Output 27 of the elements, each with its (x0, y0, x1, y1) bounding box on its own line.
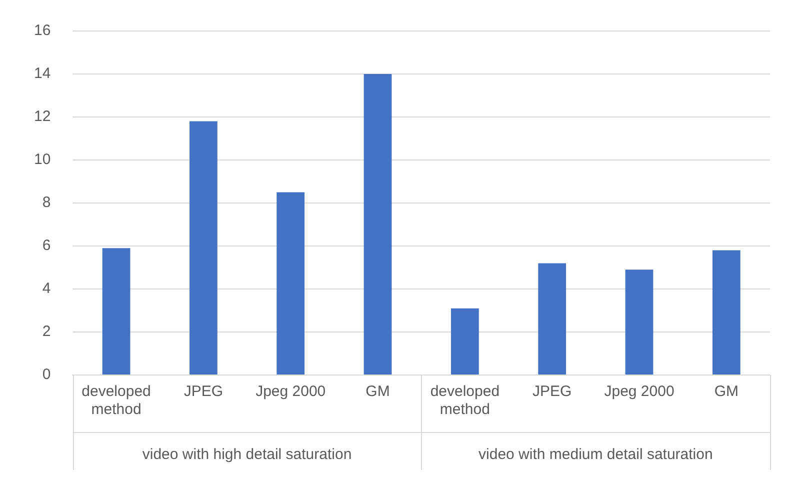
y-tick-label: 2 (42, 323, 51, 340)
y-tick-label: 0 (42, 366, 51, 384)
x-tick-label: Jpeg 2000 (604, 383, 674, 400)
bar (538, 263, 566, 374)
x-tick-label: GM (714, 383, 739, 400)
x-tick-label: developed method (82, 383, 151, 418)
x-tick-label: GM (366, 383, 390, 400)
bar (450, 308, 479, 374)
bar (364, 74, 392, 374)
x-tick-label: developed method (430, 383, 500, 418)
y-tick-label: 10 (34, 151, 51, 168)
y-tick-label: 16 (34, 22, 51, 40)
y-tick-label: 6 (42, 237, 51, 254)
bar (625, 270, 654, 374)
bar (276, 192, 305, 374)
y-tick-label: 12 (34, 108, 51, 126)
y-tick-label: 14 (34, 65, 51, 82)
y-tick-label: 8 (42, 194, 51, 212)
x-tick-label: Jpeg 2000 (256, 383, 326, 400)
text: video with high detail saturation (142, 446, 352, 464)
y-tick-label: 4 (42, 280, 51, 298)
bar (189, 121, 218, 374)
x-tick-label: JPEG (532, 383, 572, 400)
x-tick-label: JPEG (184, 383, 224, 400)
bar (102, 248, 130, 374)
bar (712, 250, 740, 374)
text: video with medium detail saturation (478, 446, 713, 464)
